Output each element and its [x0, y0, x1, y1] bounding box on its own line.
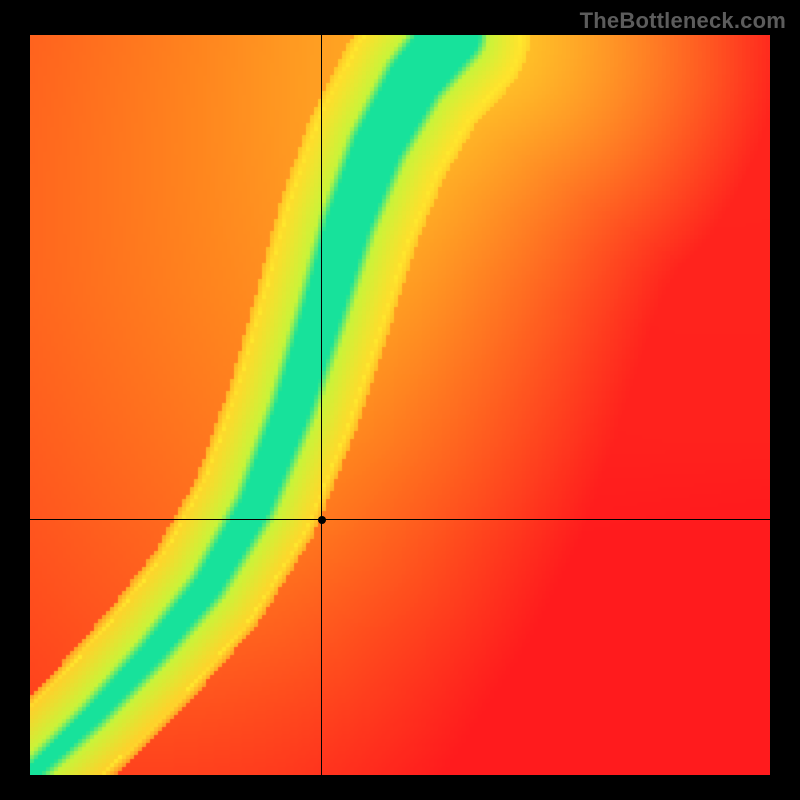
- heatmap-canvas: [30, 35, 770, 775]
- chart-container: TheBottleneck.com: [0, 0, 800, 800]
- crosshair-horizontal: [30, 519, 770, 520]
- crosshair-vertical: [321, 35, 322, 775]
- marker-dot: [318, 516, 326, 524]
- watermark: TheBottleneck.com: [580, 8, 786, 34]
